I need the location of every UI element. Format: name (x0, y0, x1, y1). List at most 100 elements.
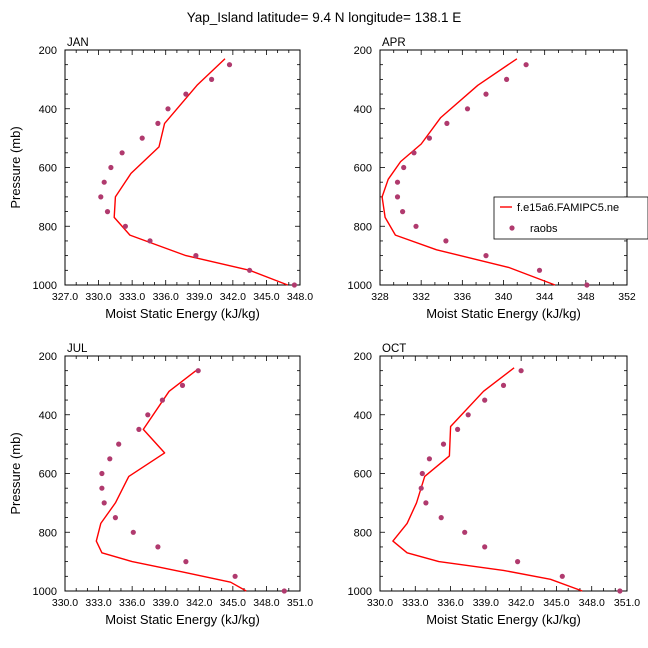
x-tick-label: 352 (618, 291, 636, 303)
y-tick-label: 400 (354, 104, 372, 116)
raobs-point (232, 573, 238, 579)
legend-raobs-label: raobs (530, 223, 558, 235)
panel-label-oct: OCT (382, 343, 406, 355)
x-tick-label: 336.0 (119, 597, 145, 609)
raobs-point (226, 62, 233, 68)
x-tick-label: 342.0 (186, 597, 212, 609)
x-tick-label: 328 (371, 291, 389, 303)
plot-frame-jan (64, 49, 301, 286)
x-tick-label: 344 (536, 291, 554, 303)
y-tick-label: 600 (354, 163, 372, 175)
x-axis-label: Moist Static Energy (kJ/kg) (105, 306, 260, 321)
panel-label-apr: APR (382, 37, 406, 49)
x-tick-label: 333.0 (119, 291, 145, 303)
x-tick-label: 336.0 (437, 597, 463, 609)
x-tick-label: 330.0 (52, 597, 78, 609)
y-tick-label: 800 (354, 527, 372, 539)
raobs-point (116, 441, 122, 447)
raobs-point (183, 559, 189, 565)
x-tick-label: 342.0 (220, 291, 246, 303)
model-series-line (392, 367, 583, 592)
raobs-point (98, 194, 104, 200)
raobs-point (99, 470, 105, 477)
x-tick-label: 348.0 (253, 597, 279, 609)
x-tick-label: 348.0 (579, 597, 605, 609)
x-tick-label: 330.0 (85, 291, 111, 303)
raobs-point (462, 529, 468, 535)
raobs-point (584, 282, 590, 288)
y-tick-label: 400 (354, 410, 372, 422)
x-tick-label: 345.0 (543, 597, 569, 609)
x-tick-label: 327.0 (52, 291, 78, 303)
raobs-point (139, 135, 145, 141)
raobs-point (209, 76, 215, 82)
raobs-point (291, 282, 297, 288)
raobs-point (440, 441, 447, 447)
y-tick-label: 800 (39, 527, 57, 539)
y-tick-label: 600 (39, 469, 57, 481)
x-tick-label: 332 (412, 291, 430, 303)
x-tick-label: 345.0 (253, 291, 279, 303)
raobs-point (523, 62, 529, 68)
y-tick-label: 1000 (348, 280, 372, 292)
raobs-point (464, 106, 471, 112)
plot-frame-apr (379, 49, 628, 286)
x-tick-label: 342.0 (508, 597, 534, 609)
raobs-point (108, 164, 114, 171)
x-tick-label: 339.0 (473, 597, 499, 609)
raobs-point (112, 515, 118, 521)
y-axis-label: Pressure (mb) (8, 432, 23, 514)
raobs-point (483, 91, 489, 97)
raobs-point (136, 426, 142, 432)
y-tick-label: 400 (39, 410, 57, 422)
raobs-point (518, 368, 524, 374)
raobs-point (455, 426, 461, 432)
chart-panels: 200 400 600 800 1000 327.0 330.0 333.0 336.0 339.… (8, 37, 640, 627)
raobs-point (145, 412, 151, 418)
raobs-point (122, 223, 128, 229)
raobs-point (193, 253, 199, 259)
raobs-point (165, 106, 171, 112)
raobs-point (401, 164, 407, 171)
raobs-point (500, 382, 507, 388)
x-tick-label: 336 (454, 291, 472, 303)
raobs-point (159, 397, 165, 403)
raobs-point (617, 588, 623, 594)
raobs-point (183, 91, 189, 97)
raobs-point (107, 456, 113, 462)
panel-label-jan: JAN (67, 37, 89, 49)
x-axis-label: Moist Static Energy (kJ/kg) (426, 612, 581, 627)
raobs-point (559, 573, 565, 579)
raobs-point (155, 544, 161, 550)
x-tick-label: 339.0 (153, 597, 179, 609)
x-axis-label: Moist Static Energy (kJ/kg) (105, 612, 260, 627)
model-series-line (95, 370, 247, 592)
raobs-point (423, 500, 429, 506)
raobs-point (413, 223, 419, 229)
y-tick-label: 400 (39, 104, 57, 116)
raobs-point (418, 485, 424, 491)
raobs-point (147, 238, 153, 244)
raobs-point (444, 120, 450, 126)
x-tick-label: 336.0 (153, 291, 179, 303)
raobs-point (195, 368, 201, 374)
raobs-point (483, 253, 489, 259)
y-tick-label: 200 (354, 45, 372, 57)
raobs-point (515, 559, 521, 565)
x-tick-label: 333.0 (402, 597, 428, 609)
raobs-point (247, 267, 253, 273)
raobs-point (482, 544, 488, 550)
raobs-point (394, 179, 401, 185)
y-tick-label: 800 (39, 221, 57, 233)
y-tick-label: 1000 (33, 586, 57, 598)
x-tick-label: 340 (495, 291, 513, 303)
panel-label-jul: JUL (67, 343, 88, 355)
raobs-point (394, 194, 401, 200)
raobs-point (465, 412, 471, 418)
raobs-point (281, 588, 287, 594)
raobs-point (504, 76, 510, 82)
